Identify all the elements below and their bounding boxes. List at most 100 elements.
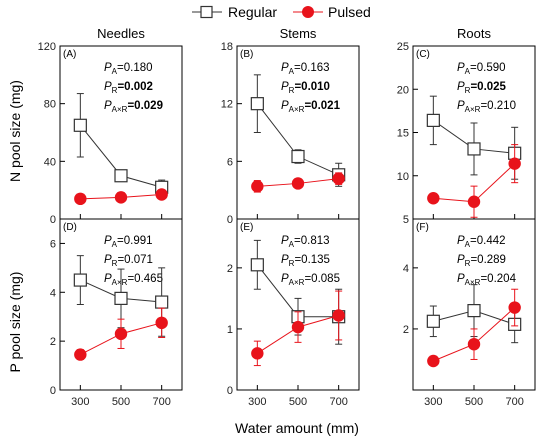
pulsed-point	[467, 195, 481, 208]
y-axis-label-n: N pool size (mg)	[7, 80, 23, 182]
pulsed-point	[155, 316, 168, 330]
legend-regular-label: Regular	[228, 4, 277, 20]
pulsed-point	[291, 177, 305, 190]
column-title-stems: Stems	[280, 26, 317, 41]
y-tick-label: 15	[397, 128, 409, 140]
panel-c: 5 10 15 20 25 (C) PA=0.590 PR=0.025 PA×R=0.210	[397, 41, 536, 226]
stat-p-a: PA=0.442	[457, 235, 506, 249]
stat-p-r: PR=0.135	[281, 254, 330, 268]
stat-p-r: PR=0.025	[457, 81, 507, 95]
panel-f: 2 4 300 500 700 (F) PA=0.442 PR=0.289 PA×R=0.204	[403, 218, 536, 408]
panel-tag: (B)	[240, 49, 253, 60]
stat-p-axr: PA×R=0.029	[104, 100, 163, 114]
y-tick-label: 6	[227, 156, 233, 168]
legend-regular-marker	[200, 5, 213, 19]
stat-p-axr: PA×R=0.465	[104, 273, 163, 287]
y-tick-label: 12	[221, 99, 233, 111]
pulsed-point	[251, 180, 264, 193]
regular-point	[467, 304, 481, 318]
x-tick-label: 500	[465, 396, 483, 408]
x-tick-label: 700	[329, 396, 347, 408]
y-tick-label: 2	[403, 324, 409, 336]
panel-tag: (A)	[63, 49, 76, 60]
regular-series-line	[256, 103, 339, 176]
panel-tag: (F)	[416, 222, 429, 233]
regular-point	[426, 113, 440, 127]
pulsed-point	[114, 327, 128, 341]
y-tick-label: 18	[221, 41, 233, 53]
regular-point	[250, 258, 264, 272]
x-tick-label: 300	[248, 396, 266, 408]
pulsed-point	[74, 348, 87, 361]
pulsed-point	[291, 320, 305, 334]
regular-point	[73, 273, 87, 287]
panel-a: 0 40 80 120 (A) PA=0.180 PR=0.002 PA×R=0.029	[38, 41, 183, 226]
stat-p-axr: PA×R=0.085	[281, 273, 340, 287]
x-tick-label: 300	[424, 396, 442, 408]
y-tick-label: 80	[44, 99, 56, 111]
pulsed-point	[508, 157, 521, 170]
stat-p-axr: PA×R=0.210	[457, 100, 516, 114]
stat-p-a: PA=0.163	[281, 62, 330, 76]
regular-point	[291, 149, 305, 164]
pulsed-point	[508, 301, 521, 314]
legend-pulsed-label: Pulsed	[328, 4, 371, 20]
pulsed-point	[332, 309, 345, 322]
column-title-roots: Roots	[457, 26, 491, 41]
pulsed-point	[155, 188, 168, 201]
stat-p-r: PR=0.071	[104, 254, 153, 268]
y-axis-label-p: P pool size (mg)	[7, 272, 23, 373]
regular-point	[467, 142, 481, 156]
regular-point	[155, 295, 169, 309]
stat-p-a: PA=0.590	[457, 62, 506, 76]
y-tick-label: 25	[397, 41, 409, 53]
y-tick-label: 6	[50, 238, 56, 250]
pulsed-point	[467, 337, 481, 351]
panel-tag: (C)	[416, 49, 430, 60]
pulsed-point	[251, 347, 264, 360]
regular-point	[250, 97, 264, 111]
y-tick-label: 4	[403, 263, 409, 275]
panels: 04080120(A)PA=0.180PR=0.002PA×R=0.029061…	[38, 41, 536, 408]
pulsed-point	[427, 192, 440, 205]
pulsed-point	[114, 191, 128, 204]
y-tick-label: 4	[50, 287, 56, 299]
pulsed-point	[427, 354, 440, 368]
legend: Regular Pulsed	[192, 4, 371, 20]
stat-p-r: PR=0.010	[281, 81, 330, 95]
x-tick-label: 500	[112, 396, 130, 408]
regular-point	[426, 314, 440, 328]
x-tick-label: 700	[505, 396, 523, 408]
panel-tag: (D)	[63, 222, 77, 233]
y-tick-label: 2	[227, 263, 233, 275]
regular-point	[114, 169, 128, 183]
y-tick-label: 40	[44, 156, 56, 168]
regular-point	[73, 118, 87, 132]
pulsed-point	[74, 192, 87, 206]
pulsed-point	[332, 172, 345, 185]
y-tick-label: 20	[397, 84, 409, 96]
stat-p-a: PA=0.991	[104, 235, 153, 249]
y-tick-label: 0	[50, 385, 56, 397]
stat-p-a: PA=0.180	[104, 62, 153, 76]
x-tick-label: 500	[289, 396, 307, 408]
panel-tag: (E)	[240, 222, 253, 233]
y-tick-label: 0	[227, 214, 233, 226]
y-tick-label: 120	[38, 41, 56, 53]
y-tick-label: 2	[50, 336, 56, 348]
stat-p-r: PR=0.289	[457, 254, 506, 268]
y-tick-label: 0	[50, 214, 56, 226]
stat-p-r: PR=0.002	[104, 81, 153, 95]
panel-d: 0 2 4 6 300 500 700 (D) PA=0.991 PR=0.071 PA×R=0.4…	[50, 218, 183, 408]
stat-p-axr: PA×R=0.204	[457, 273, 517, 287]
panel-b: 0 6 12 18 (B) PA=0.163 PR=0.010 PA×R=0.021	[221, 41, 360, 226]
y-tick-label: 0	[227, 385, 233, 397]
x-tick-label: 700	[152, 396, 170, 408]
legend-pulsed-marker	[302, 6, 314, 18]
panel-e: 0 1 2 300 500 700 (E) PA=0.813 PR=0.135 PA×R=0.08…	[227, 218, 360, 408]
column-title-needles: Needles	[97, 26, 145, 41]
y-tick-label: 10	[397, 171, 409, 183]
y-tick-label: 5	[403, 214, 409, 226]
x-axis-label: Water amount (mm)	[235, 420, 359, 436]
